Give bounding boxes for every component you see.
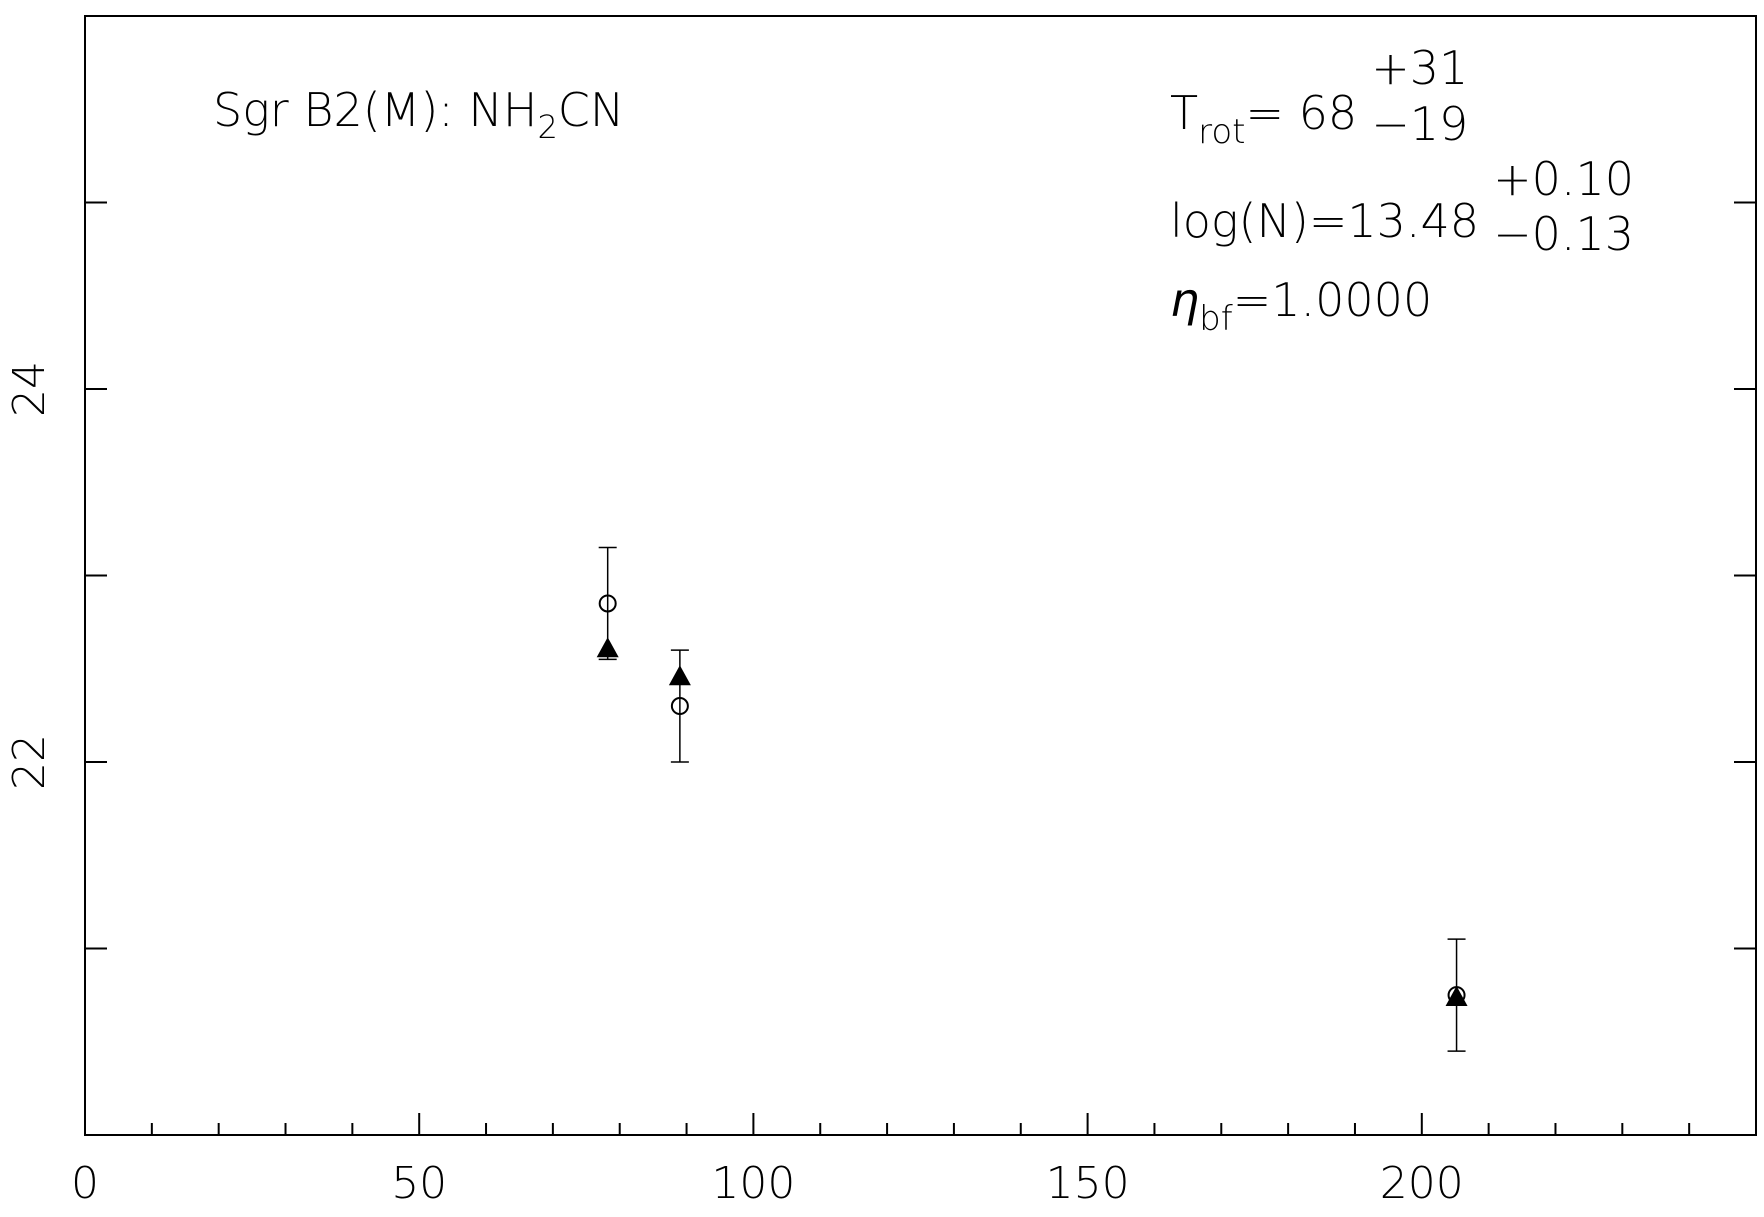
title-main: Sgr B2(M): NH [213, 83, 537, 137]
x-tick-label: 0 [71, 1158, 99, 1209]
annotation-sub: bf [1199, 299, 1233, 339]
annotation-text: =1.0000 [1233, 273, 1433, 327]
annotation-plus: +0.10 [1493, 152, 1634, 206]
model-point [1445, 985, 1468, 1006]
annotation-plus: +31 [1371, 41, 1468, 95]
annotation-text: = 68 [1245, 86, 1357, 140]
annotation-minus: −19 [1371, 97, 1468, 151]
model-point [596, 637, 619, 658]
y-tick-label: 24 [4, 361, 55, 417]
annotation-symbol: T [1170, 86, 1198, 140]
y-tick-label: 22 [4, 734, 55, 790]
annotation-symbol: η [1170, 273, 1199, 327]
annotation: log(N)=13.48 [1170, 194, 1479, 248]
annotation-text: log(N)=13.48 [1170, 194, 1479, 248]
data-point [598, 594, 617, 613]
x-tick-label: 150 [1046, 1158, 1130, 1209]
data-point [670, 697, 689, 716]
model-point [668, 665, 691, 686]
title-tail: CN [558, 83, 625, 137]
annotation-sub: rot [1198, 112, 1245, 152]
chart-title: Sgr B2(M): NH2CN [213, 83, 624, 146]
title-sub: 2 [537, 108, 557, 146]
x-tick-label: 200 [1380, 1158, 1464, 1209]
annotation-minus: −0.13 [1493, 207, 1634, 261]
x-tick-label: 50 [391, 1158, 447, 1209]
annotation: ηbf=1.0000 [1170, 273, 1432, 339]
x-tick-label: 100 [711, 1158, 795, 1209]
annotation: Trot= 68 [1170, 86, 1357, 152]
